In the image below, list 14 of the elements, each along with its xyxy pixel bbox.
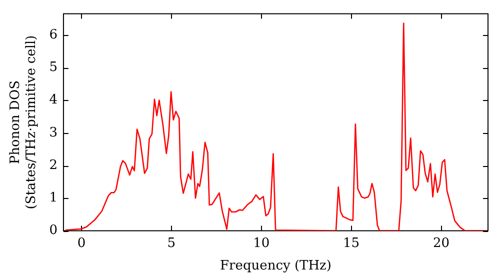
y-tick-label: 5: [49, 60, 58, 76]
x-tick-label: 5: [167, 236, 176, 251]
x-tick-label: 10: [253, 236, 270, 251]
y-tick-label: 6: [49, 27, 58, 42]
x-axis-title: Frequency (THz): [220, 258, 332, 274]
y-tick-label: 4: [49, 92, 58, 108]
y-axis-title: Phonon DOS (States/THz·primitive cell): [8, 35, 39, 210]
x-tick-label: 15: [343, 236, 360, 251]
y-tick-label: 2: [49, 158, 58, 173]
x-tick-label: 20: [432, 236, 450, 251]
x-tick-label: 0: [77, 236, 86, 251]
y-tick-label: 0: [49, 223, 58, 238]
y-tick-label: 3: [49, 125, 58, 140]
y-tick-label: 1: [49, 190, 58, 206]
